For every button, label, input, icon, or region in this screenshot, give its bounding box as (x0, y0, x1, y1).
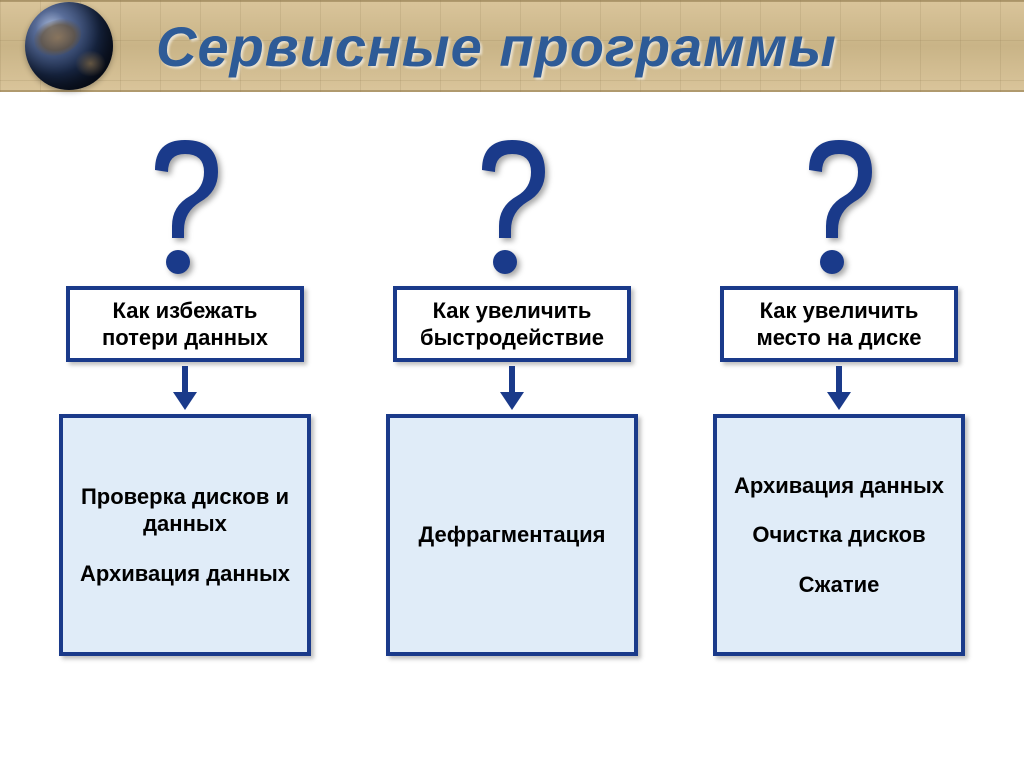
page-title: Сервисные программы (156, 14, 837, 79)
arrow-2 (498, 362, 526, 414)
question-box-1: Как избежать потери данных (66, 286, 304, 362)
answer-box-1: Проверка дисков и данных Архивация данны… (59, 414, 311, 656)
column-2: Как увеличить быстродействие Дефрагмента… (382, 130, 642, 656)
question-mark-icon (784, 130, 894, 280)
answer-3-line-3: Сжатие (799, 571, 880, 599)
answer-2-line-1: Дефрагментация (419, 521, 606, 549)
arrow-3 (825, 362, 853, 414)
answer-1-line-2: Архивация данных (80, 560, 290, 588)
question-mark-icon (130, 130, 240, 280)
answer-3-line-1: Архивация данных (734, 472, 944, 500)
question-box-3: Как увеличить место на диске (720, 286, 958, 362)
answer-3-line-2: Очистка дисков (752, 521, 925, 549)
question-box-2: Как увеличить быстродействие (393, 286, 631, 362)
column-3: Как увеличить место на диске Архивация д… (709, 130, 969, 656)
arrow-1 (171, 362, 199, 414)
answer-1-line-1: Проверка дисков и данных (71, 483, 299, 538)
globe-icon (25, 2, 113, 90)
column-1: Как избежать потери данных Проверка диск… (55, 130, 315, 656)
question-mark-icon (457, 130, 567, 280)
header: Сервисные программы (0, 0, 1024, 92)
columns-container: Как избежать потери данных Проверка диск… (0, 130, 1024, 656)
answer-box-2: Дефрагментация (386, 414, 638, 656)
answer-box-3: Архивация данных Очистка дисков Сжатие (713, 414, 965, 656)
